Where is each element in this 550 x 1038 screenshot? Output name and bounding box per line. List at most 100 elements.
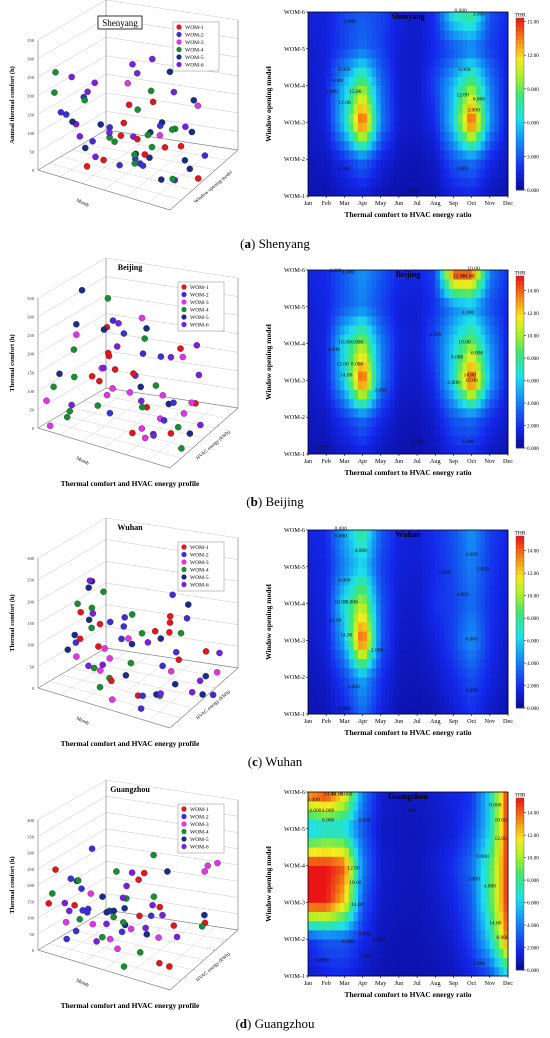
heatmap-cell — [453, 939, 459, 949]
heatmap-cell — [471, 566, 477, 577]
heatmap-cell — [348, 631, 354, 641]
heatmap-cell — [426, 847, 432, 857]
heatmap-cell — [480, 131, 486, 142]
heatmap-cell — [494, 76, 500, 86]
heatmap-cell — [394, 67, 400, 77]
scatter-point — [181, 157, 189, 164]
scatter-title: Beijing — [118, 263, 142, 272]
heatmap-cell — [421, 435, 427, 446]
heatmap-cell — [476, 920, 482, 931]
scatter-point — [67, 875, 75, 882]
heatmap-cell — [371, 408, 377, 418]
heatmap-cell — [439, 444, 445, 455]
heatmap-cell — [376, 58, 382, 68]
heatmap-cell — [330, 362, 336, 372]
heatmap-cell — [412, 398, 418, 409]
legend-entry: WOM-4 — [190, 568, 209, 574]
heatmap-cell — [480, 288, 486, 298]
heatmap-cell — [453, 649, 459, 660]
heatmap-cell — [353, 389, 359, 400]
heatmap-cell — [321, 557, 327, 568]
heatmap-title: Wuhan — [395, 530, 421, 539]
heatmap-cell — [394, 603, 400, 614]
heatmap-cell — [312, 270, 318, 280]
heatmap-cell — [371, 902, 377, 912]
heatmap-cell — [330, 104, 336, 114]
heatmap-cell — [480, 677, 486, 687]
heatmap-cell — [348, 168, 354, 178]
heatmap-cell — [326, 585, 332, 595]
heatmap-cell — [371, 548, 377, 558]
heatmap-cell — [335, 389, 341, 400]
heatmap-cell — [421, 649, 427, 660]
heatmap-cell — [358, 104, 363, 114]
heatmap-cell — [444, 371, 450, 381]
heatmap-cell — [448, 270, 454, 280]
colorbar — [515, 275, 525, 449]
heatmap-cell — [462, 288, 468, 298]
scatter-point — [99, 893, 106, 900]
heatmap-cell — [417, 58, 423, 68]
heatmap-cell — [403, 594, 409, 604]
colorbar-segment — [516, 306, 524, 311]
heatmap-cell — [408, 668, 413, 678]
heatmap-cell — [344, 362, 350, 372]
heatmap-cell — [417, 417, 423, 427]
heatmap-cell — [458, 352, 463, 363]
heatmap-cell — [494, 297, 500, 308]
heatmap-cell — [308, 902, 313, 912]
heatmap-cell — [408, 58, 413, 68]
heatmap-cell — [353, 819, 359, 830]
heatmap-cell — [453, 548, 459, 558]
heatmap-cell — [489, 186, 495, 197]
scatter-point — [51, 89, 58, 96]
heatmap-cell — [453, 150, 459, 160]
heatmap-cell — [348, 649, 354, 660]
heatmap-cell — [330, 539, 336, 549]
heatmap-cell — [498, 677, 504, 687]
heatmap-cell — [476, 668, 482, 678]
x-tick-label: Jan — [304, 980, 312, 987]
heatmap-cell — [489, 21, 495, 31]
heatmap-cell — [476, 131, 482, 142]
heatmap-cell — [317, 957, 323, 968]
heatmap-cell — [389, 343, 395, 354]
heatmap-cell — [462, 444, 468, 455]
heatmap-cell — [312, 603, 318, 614]
heatmap-cell — [471, 30, 477, 40]
heatmap-cell — [421, 177, 427, 188]
heatmap-cell — [394, 576, 400, 586]
heatmap-cell — [489, 622, 495, 632]
heatmap-cell — [385, 920, 391, 931]
heatmap-cell — [330, 576, 336, 586]
heatmap-cell — [371, 539, 377, 549]
heatmap-cell — [362, 306, 368, 317]
heatmap-cell — [476, 838, 482, 848]
heatmap-cell — [471, 325, 477, 335]
heatmap-cell — [458, 920, 463, 931]
heatmap-cell — [462, 30, 468, 40]
heatmap-cell — [412, 12, 418, 22]
heatmap-cell — [430, 12, 436, 22]
heatmap-cell — [467, 362, 473, 372]
heatmap-cell — [380, 131, 386, 142]
heatmap-cell — [362, 417, 368, 427]
heatmap-cell — [403, 30, 409, 40]
heatmap-cell — [426, 426, 432, 436]
heatmap-cell — [412, 279, 418, 289]
heatmap-cell — [485, 371, 491, 381]
contour-label: 2.000 — [411, 439, 424, 445]
heatmap-cell — [389, 39, 395, 50]
heatmap-cell — [330, 334, 336, 344]
heatmap-cell — [494, 847, 500, 857]
heatmap-cell — [385, 649, 391, 660]
heatmap-cell — [489, 306, 495, 317]
heatmap-cell — [421, 270, 427, 280]
heatmap-cell — [389, 966, 395, 977]
heatmap-cell — [458, 893, 463, 903]
heatmap-cell — [412, 603, 418, 614]
colorbar-segment — [516, 73, 524, 79]
heatmap-cell — [471, 902, 477, 912]
heatmap-cell — [408, 352, 413, 363]
heatmap-cell — [494, 444, 500, 455]
